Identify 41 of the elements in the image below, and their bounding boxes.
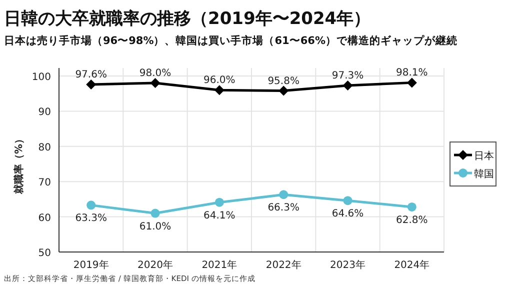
x-tick-label: 2020年	[138, 259, 173, 271]
x-tick-label: 2023年	[330, 259, 366, 271]
point	[407, 202, 416, 212]
point	[86, 79, 96, 90]
y-tick-label: 100	[32, 72, 51, 83]
data-label: 95.8%	[268, 76, 300, 87]
point	[278, 86, 289, 96]
point	[214, 198, 224, 207]
data-label: 66.3%	[268, 202, 300, 214]
y-tick-label: 90	[38, 107, 51, 118]
data-label: 64.6%	[332, 208, 364, 220]
y-tick-label: 60	[38, 212, 51, 224]
chart-title: 日韓の大卒就職率の推移（2019年〜2024年）	[4, 9, 371, 29]
point	[342, 80, 353, 91]
y-tick-label: 50	[38, 248, 51, 259]
point	[86, 200, 96, 210]
y-tick-label: 80	[38, 142, 51, 154]
legend-label: 日本	[474, 150, 494, 162]
data-label: 64.1%	[204, 210, 236, 222]
y-tick-label: 70	[38, 178, 51, 189]
point	[214, 85, 224, 96]
x-tick-label: 2024年	[394, 259, 430, 271]
legend-label: 韓国	[474, 168, 494, 180]
x-tick-label: 2022年	[266, 259, 302, 271]
point	[150, 78, 160, 88]
data-label: 98.0%	[139, 68, 172, 80]
data-label: 97.6%	[75, 69, 107, 80]
data-label: 61.0%	[139, 221, 172, 232]
y-axis-title: 就職率（%）	[13, 134, 25, 196]
data-label: 98.1%	[396, 68, 428, 79]
point	[150, 208, 160, 218]
data-label: 97.3%	[332, 70, 364, 82]
chart-subtitle: 日本は売り手市場（96〜98%）、韓国は買い手市場（61〜66%）で構造的ギャップが継続	[4, 34, 458, 47]
data-label: 62.8%	[396, 214, 428, 226]
point	[279, 190, 288, 200]
x-tick-label: 2021年	[202, 259, 238, 271]
point	[406, 78, 417, 88]
point	[343, 196, 352, 206]
data-label: 63.3%	[75, 213, 107, 224]
x-tick-label: 2019年	[73, 259, 109, 271]
data-label: 96.0%	[204, 75, 236, 86]
